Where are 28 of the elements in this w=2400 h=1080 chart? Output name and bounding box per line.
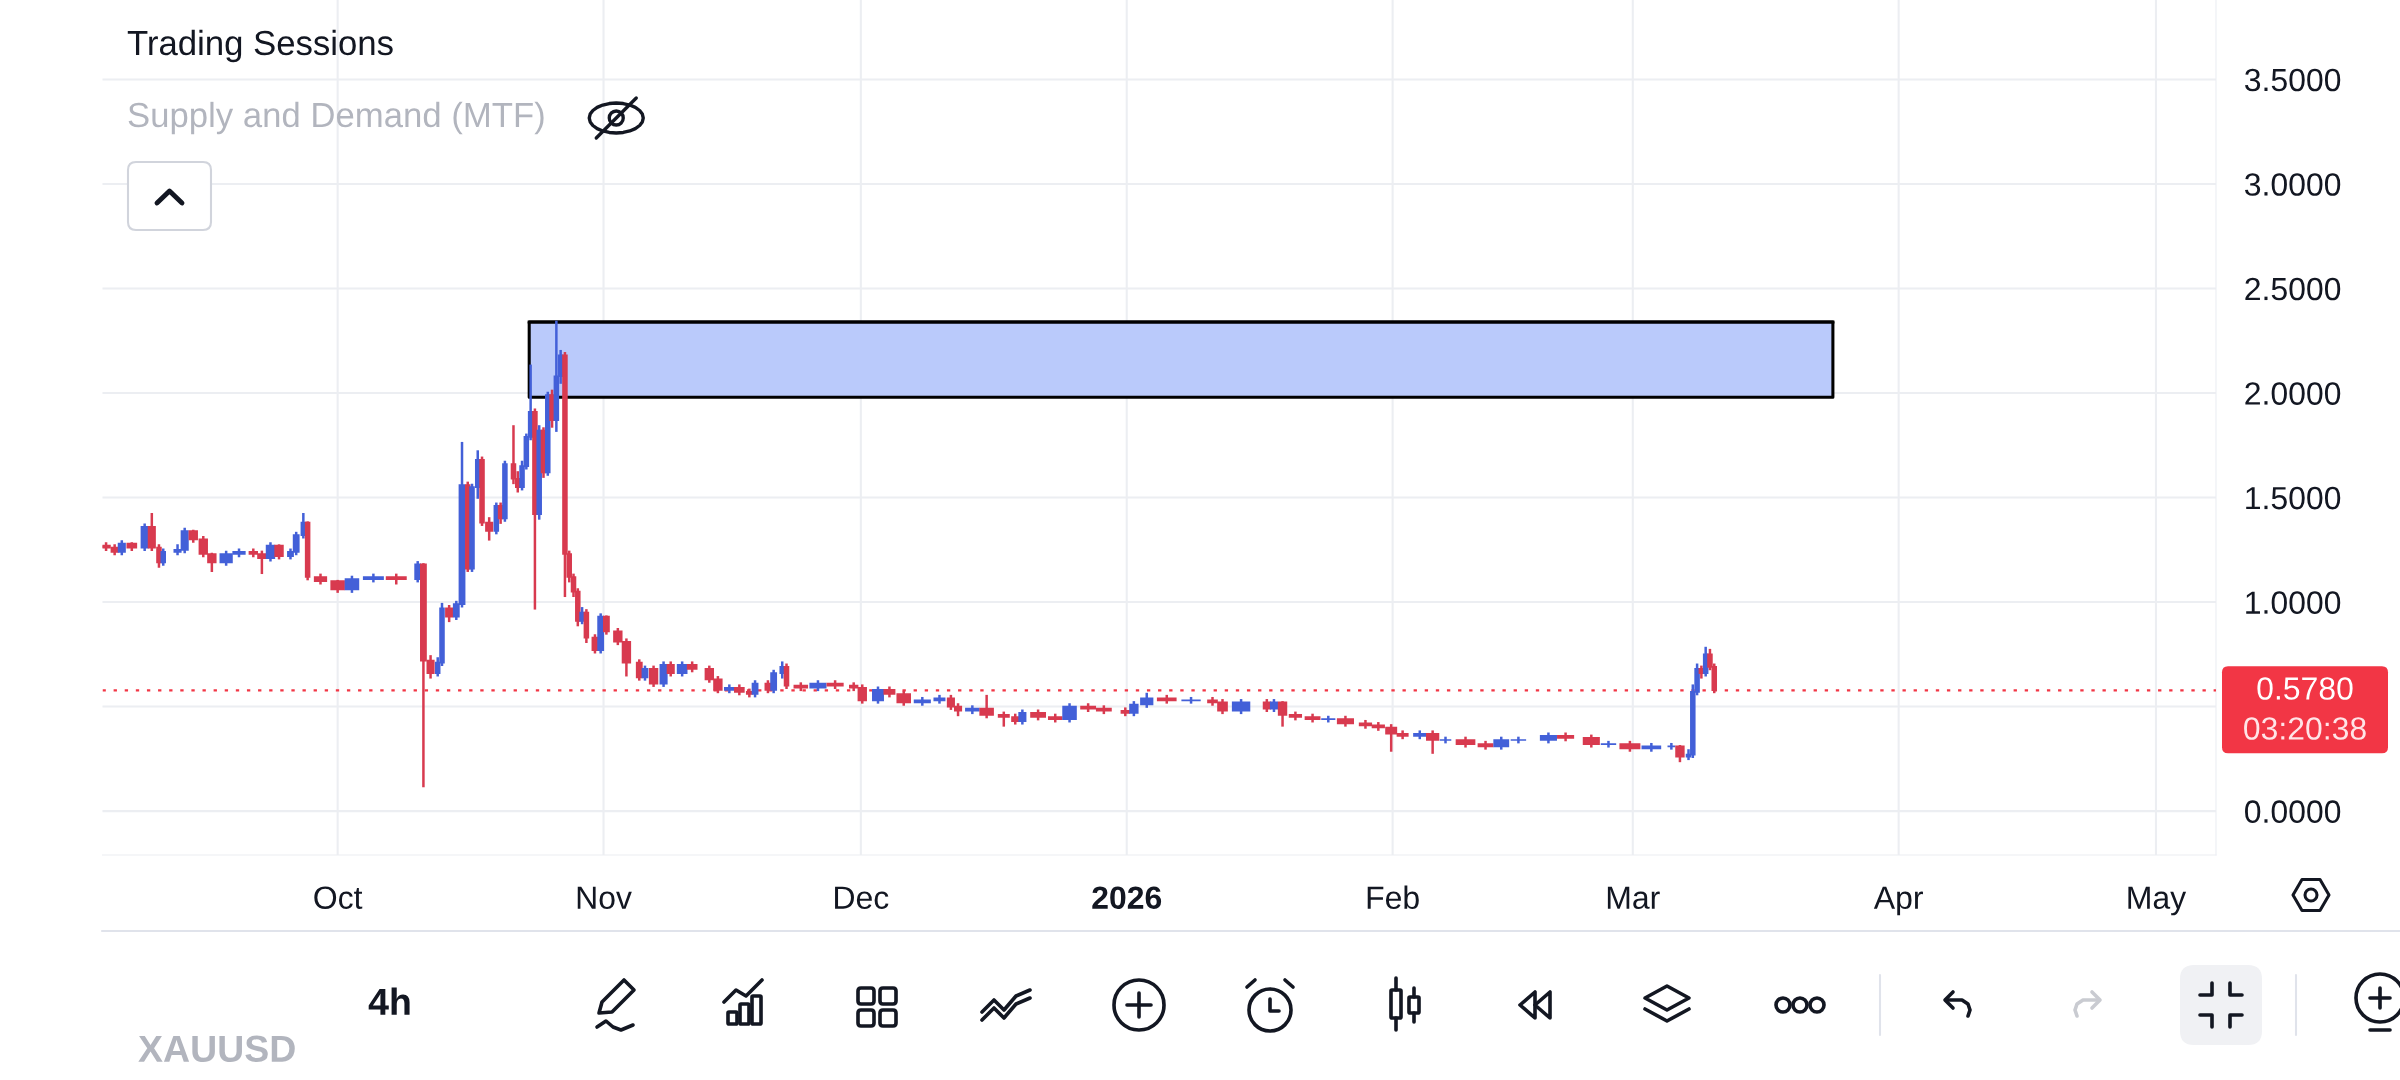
y-tick-label: 3.0000 bbox=[2245, 173, 2341, 196]
x-tick-label: 2026 bbox=[1092, 886, 1162, 910]
candlestick bbox=[1120, 707, 1130, 717]
candlestick bbox=[648, 665, 659, 687]
x-tick-label: Nov bbox=[577, 886, 632, 910]
y-tick-label: 2.0000 bbox=[2245, 382, 2341, 405]
candlestick bbox=[1277, 701, 1288, 727]
text: XAUUSD bbox=[138, 1035, 295, 1063]
x-tick-label: May bbox=[2128, 886, 2187, 916]
candlestick bbox=[723, 684, 735, 694]
x-tick-label: Mar bbox=[1607, 886, 1660, 910]
text: Trading Sessions bbox=[127, 29, 393, 63]
x-tick-label: Feb bbox=[1367, 885, 1419, 910]
y-tick-label: 0.0000 bbox=[2245, 800, 2341, 823]
ref-line-label: 0.5780 bbox=[2257, 677, 2353, 700]
candlestick bbox=[659, 661, 668, 687]
text: 03:20:38 bbox=[2244, 717, 2366, 740]
candlestick bbox=[770, 669, 778, 694]
y-tick-label: 1.0000 bbox=[2246, 591, 2341, 614]
candlestick bbox=[635, 659, 643, 681]
text: Supply and Demand (MTF) bbox=[128, 101, 544, 135]
text: 4h bbox=[368, 987, 410, 1015]
x-tick-label: Dec bbox=[835, 886, 889, 910]
y-tick-label: 3.5000 bbox=[2245, 68, 2341, 92]
x-tick-label: Apr bbox=[1873, 886, 1923, 916]
y-tick-label: 1.5000 bbox=[2246, 486, 2341, 510]
x-tick-label: Oct bbox=[314, 886, 363, 910]
y-tick-label: 2.5000 bbox=[2245, 277, 2341, 301]
